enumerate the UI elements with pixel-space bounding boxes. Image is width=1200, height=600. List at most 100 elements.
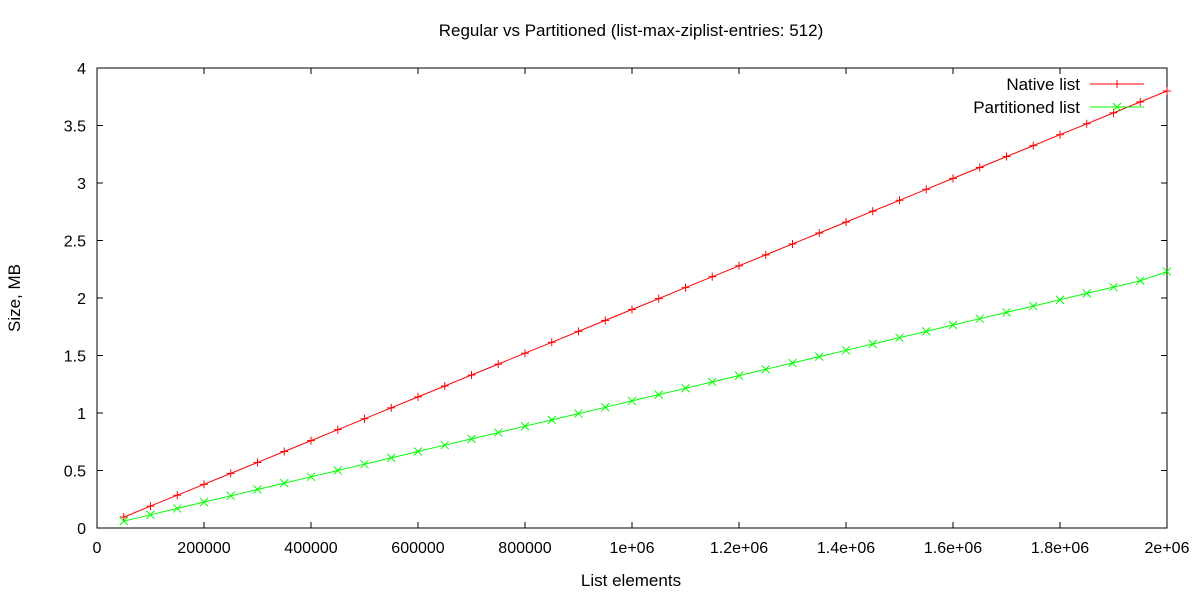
legend-item-native-list: Native list: [1006, 75, 1144, 94]
data-point: [547, 338, 556, 347]
data-point: [306, 472, 316, 482]
legend-item-partitioned-list: Partitioned list: [973, 98, 1144, 117]
data-point: [1055, 295, 1065, 305]
data-point: [467, 371, 476, 380]
data-point: [895, 333, 904, 343]
data-point: [280, 447, 289, 456]
data-point: [493, 428, 503, 437]
data-point: [681, 283, 690, 292]
data-point: [600, 402, 610, 412]
data-point: [467, 434, 476, 444]
data-point: [681, 383, 690, 393]
data-point: [708, 272, 717, 281]
data-point: [360, 459, 369, 469]
data-point: [627, 396, 637, 406]
data-point: [1162, 267, 1172, 276]
data-point: [413, 447, 423, 456]
data-point: [1029, 141, 1038, 150]
data-point: [574, 327, 583, 336]
x-tick-label: 1.6e+06: [924, 540, 982, 557]
x-tick-label: 800000: [498, 540, 551, 557]
data-point: [226, 469, 235, 478]
data-point: [521, 349, 529, 358]
data-point: [146, 502, 155, 511]
chart-title: Regular vs Partitioned (list-max-ziplist…: [439, 21, 824, 40]
data-point: [226, 491, 236, 501]
data-point: [842, 218, 850, 227]
data-point: [440, 381, 449, 390]
data-point: [788, 239, 797, 248]
data-point: [1056, 130, 1064, 139]
data-point: [1028, 301, 1038, 311]
data-point: [921, 326, 931, 336]
data-point: [707, 377, 717, 387]
data-point: [387, 403, 396, 412]
data-point: [253, 458, 262, 467]
legend: Native list Partitioned list: [973, 75, 1144, 117]
data-point: [360, 414, 369, 423]
data-point: [841, 345, 851, 355]
data-point: [1082, 289, 1092, 298]
data-point: [948, 320, 958, 330]
series-native-list: [119, 87, 1171, 522]
data-point: [172, 504, 182, 513]
data-point: [868, 339, 878, 349]
data-point: [1163, 87, 1171, 95]
data-point: [279, 478, 289, 488]
data-point: [520, 421, 530, 431]
legend-swatch-marker: [1113, 80, 1121, 88]
data-point: [975, 163, 984, 172]
data-point: [788, 358, 797, 368]
series-line-partitioned-list: [123, 271, 1168, 522]
data-point: [494, 360, 503, 369]
data-point: [734, 371, 744, 380]
data-point: [146, 510, 155, 520]
data-point: [386, 453, 396, 463]
data-point: [200, 480, 208, 489]
legend-swatch-marker: [1112, 102, 1122, 112]
legend-label: Native list: [1006, 75, 1080, 94]
data-point: [414, 392, 422, 401]
data-point: [1135, 276, 1145, 286]
data-point: [199, 497, 209, 507]
x-tick-label: 2e+06: [1145, 540, 1190, 557]
data-point: [119, 513, 128, 522]
x-tick-label: 1.2e+06: [710, 540, 768, 557]
data-point: [333, 466, 343, 475]
series-partitioned-list: [119, 267, 1172, 526]
data-point: [440, 440, 450, 450]
data-point: [814, 352, 824, 362]
data-point: [173, 491, 182, 500]
y-tick-label: 3: [77, 176, 86, 193]
x-tick-label: 1.8e+06: [1031, 540, 1089, 557]
y-tick-label: 1: [77, 406, 86, 423]
y-tick-label: 1.5: [64, 349, 86, 366]
data-point: [574, 409, 583, 418]
x-tick-label: 1e+06: [610, 540, 655, 557]
data-point: [975, 314, 985, 324]
data-point: [735, 261, 743, 270]
data-point: [1002, 152, 1011, 161]
data-point: [1136, 97, 1145, 106]
series-line-native-list: [123, 90, 1168, 518]
y-tick-label: 2: [77, 291, 86, 308]
data-point: [1002, 308, 1011, 317]
data-point: [761, 250, 770, 259]
y-tick-label: 4: [77, 61, 86, 78]
data-point: [761, 364, 771, 374]
data-point: [868, 207, 877, 216]
x-tick-label: 1.4e+06: [817, 540, 875, 557]
data-point: [547, 415, 557, 425]
data-point: [654, 390, 664, 399]
data-point: [119, 516, 129, 526]
legend-label: Partitioned list: [973, 98, 1080, 117]
data-point: [333, 425, 342, 434]
data-point: [815, 229, 824, 238]
data-point: [253, 485, 262, 494]
data-point: [628, 305, 636, 314]
y-tick-label: 0.5: [64, 464, 86, 481]
x-axis-title: List elements: [581, 571, 681, 590]
x-tick-label: 0: [93, 540, 102, 557]
y-axis-title: Size, MB: [5, 264, 24, 332]
